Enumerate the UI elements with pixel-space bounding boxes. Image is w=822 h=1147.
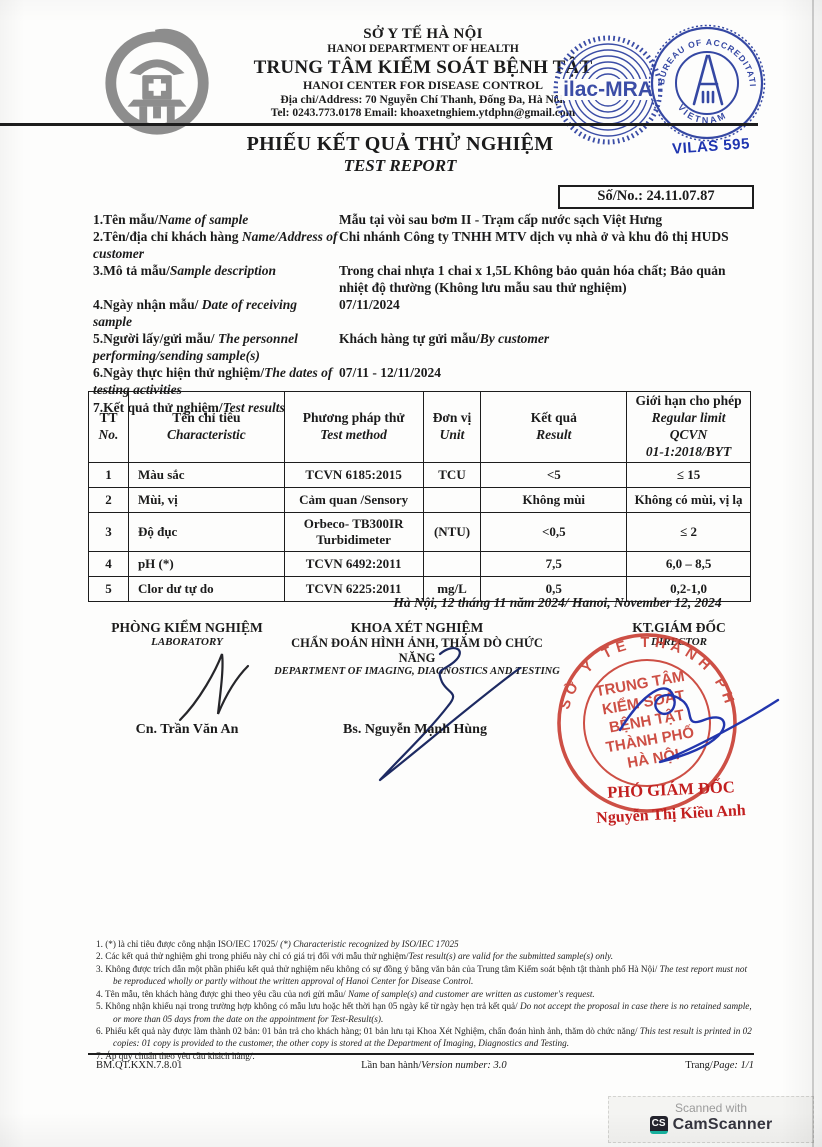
field-value: Mẫu tại vòi sau bơm II - Trạm cấp nước s… <box>339 212 663 227</box>
svg-text:ilac-MRA: ilac-MRA <box>563 78 653 101</box>
signer-name-lab: Cn. Trần Văn An <box>135 722 239 737</box>
col-header-method: Phương pháp thử Test method <box>283 391 424 463</box>
footnotes: 1. (*) là chỉ tiêu được công nhận ISO/IE… <box>96 938 754 1062</box>
table-header-row: TT No. Tên chỉ tiêu Characteristic Phương … <box>88 391 751 463</box>
field-name-of-sample: 1.Tên mẫu/Name of sample Mẫu tại vòi sau… <box>93 211 753 228</box>
department-name-en: HANOI DEPARTMENT OF HEALTH <box>327 43 519 56</box>
field-value: 07/11/2024 <box>339 297 400 312</box>
page-footer: BM.QT.KXN.7.8.01 Lần ban hành/Version nu… <box>96 1060 754 1071</box>
col-header-limit: Giới hạn cho phép Regular limit QCVN 01-1:2… <box>626 391 751 463</box>
date-line: Hà Nội, 12 tháng 11 năm 2024/ Hanoi, Nov… <box>393 595 722 610</box>
center-name-vi: TRUNG TÂM KIỂM SOÁT BỆNH TẬT <box>253 57 593 79</box>
col-header-unit: Đơn vị Unit <box>422 391 482 463</box>
signature-block-laboratory: PHÒNG KIỂM NGHIỆM LABORATORY <box>111 620 263 649</box>
col-header-characteristic: Tên chỉ tiêu Characteristic <box>127 391 285 463</box>
center-name-en: HANOI CENTER FOR DISEASE CONTROL <box>302 78 544 93</box>
address-line: Địa chỉ/Address: 70 Nguyễn Chí Thanh, Đố… <box>280 94 566 107</box>
vilas-accreditation-stamp-icon: BUREAU OF ACCREDITATION VIETNAM <box>648 24 766 142</box>
field-personnel: 5.Người lấy/gửi mẫu/ The personnel perfo… <box>93 330 753 364</box>
letterhead: SỞ Y TẾ HÀ NỘI HANOI DEPARTMENT OF HEALT… <box>232 26 614 121</box>
field-value: Khách hàng tự gửi mẫu/By customer <box>339 331 550 346</box>
version-info: Lần ban hành/Version number: 3.0 <box>361 1060 507 1071</box>
table-row: 1 Màu sắc TCVN 6185:2015 TCU <5 ≤ 15 <box>88 461 751 488</box>
report-title-en: TEST REPORT <box>343 156 457 175</box>
camscanner-scanned-with: Scanned with <box>674 1101 748 1115</box>
header-divider <box>0 123 758 126</box>
footnote: 3. Không được trích dẫn một phần phiếu k… <box>96 963 748 987</box>
tel-email-line: Tel: 0243.773.0178 Email: khoaxetnghiem.… <box>270 107 576 120</box>
report-title: PHIẾU KẾT QUẢ THỬ NGHIỆM TEST REPORT <box>150 133 650 176</box>
table-row: 2 Mùi, vị Cảm quan /Sensory Không mùi Kh… <box>88 486 751 513</box>
field-value: Trong chai nhựa 1 chai x 1,5L Không bảo … <box>339 263 726 295</box>
signature-lab-icon <box>178 653 250 722</box>
col-header-no: TT No. <box>88 391 129 463</box>
sample-info-fields: 1.Tên mẫu/Name of sample Mẫu tại vòi sau… <box>93 211 753 416</box>
field-value: Chi nhánh Công ty TNHH MTV dịch vụ nhà ở… <box>339 229 729 244</box>
svg-text:BUREAU OF ACCREDITATION: BUREAU OF ACCREDITATION <box>648 24 758 88</box>
footnote: 6. Phiếu kết quả này được làm thành 02 b… <box>96 1025 752 1049</box>
field-date-received: 4.Ngày nhận mẫu/ Date of receiving sampl… <box>93 296 753 330</box>
signature-block-department: KHOA XÉT NGHIỆM CHẨN ĐOÁN HÌNH ẢNH, THĂM… <box>274 620 560 678</box>
field-testing-dates: 6.Ngày thực hiện thử nghiệm/The dates of… <box>93 364 753 398</box>
page-edge-shadow <box>812 0 814 1147</box>
hanoi-cdc-logo-icon <box>105 28 209 135</box>
camscanner-logo-icon: CS <box>649 1116 668 1134</box>
signature-director-icon <box>618 687 780 764</box>
form-code: BM.QT.KXN.7.8.01 <box>96 1060 183 1071</box>
camscanner-brand: CamScanner <box>672 1116 773 1133</box>
table-row: 4 pH (*) TCVN 6492:2011 7,5 6,0 – 8,5 <box>88 550 751 577</box>
red-official-stamp-icon: SỞ Y TẾ THÀNH PHỐ TRUNG TÂM KIỂM SOÁT BỆ… <box>552 628 739 813</box>
camscanner-watermark: Scanned with CS CamScanner <box>608 1096 814 1143</box>
footnote: 1. (*) là chỉ tiêu được công nhận ISO/IE… <box>96 939 459 949</box>
col-header-result: Kết quả Result <box>480 391 628 463</box>
table-row: 3 Độ đục Orbeco- TB300IR Turbidimeter (N… <box>88 511 751 552</box>
footnote: 5. Không nhận khiếu nại trong trường hợp… <box>96 1001 752 1024</box>
table-row: 5 Clor dư tự do TCVN 6225:2011 mg/L 0,5 … <box>88 575 751 602</box>
field-sample-description: 3.Mô tả mẫu/Sample description Trong cha… <box>93 262 753 296</box>
footnote: 2. Các kết quả thử nghiệm ghi trong phiế… <box>96 951 613 962</box>
page-info: Trang/Page: 1/1 <box>685 1060 754 1071</box>
footer-divider <box>88 1053 754 1055</box>
results-table: TT No. Tên chỉ tiêu Characteristic Phương … <box>88 391 751 602</box>
footnote: 7. Áp quy chuẩn theo yêu cầu khách hàng/… <box>96 1050 255 1061</box>
field-customer: 2.Tên/địa chỉ khách hàng Name/Address of… <box>93 228 753 262</box>
footnote: 4. Tên mẫu, tên khách hàng được ghi theo… <box>96 988 595 999</box>
department-name-vi: SỞ Y TẾ HÀ NỘI <box>363 26 483 42</box>
field-value: 07/11 - 12/11/2024 <box>339 365 442 380</box>
report-title-vi: PHIẾU KẾT QUẢ THỬ NGHIỆM <box>246 133 554 155</box>
doc-number-box: Số/No.: 24.11.07.87 <box>558 185 754 209</box>
signer-name-dept: Bs. Nguyễn Mạnh Hùng <box>343 722 487 737</box>
signature-dept-icon <box>378 646 522 782</box>
